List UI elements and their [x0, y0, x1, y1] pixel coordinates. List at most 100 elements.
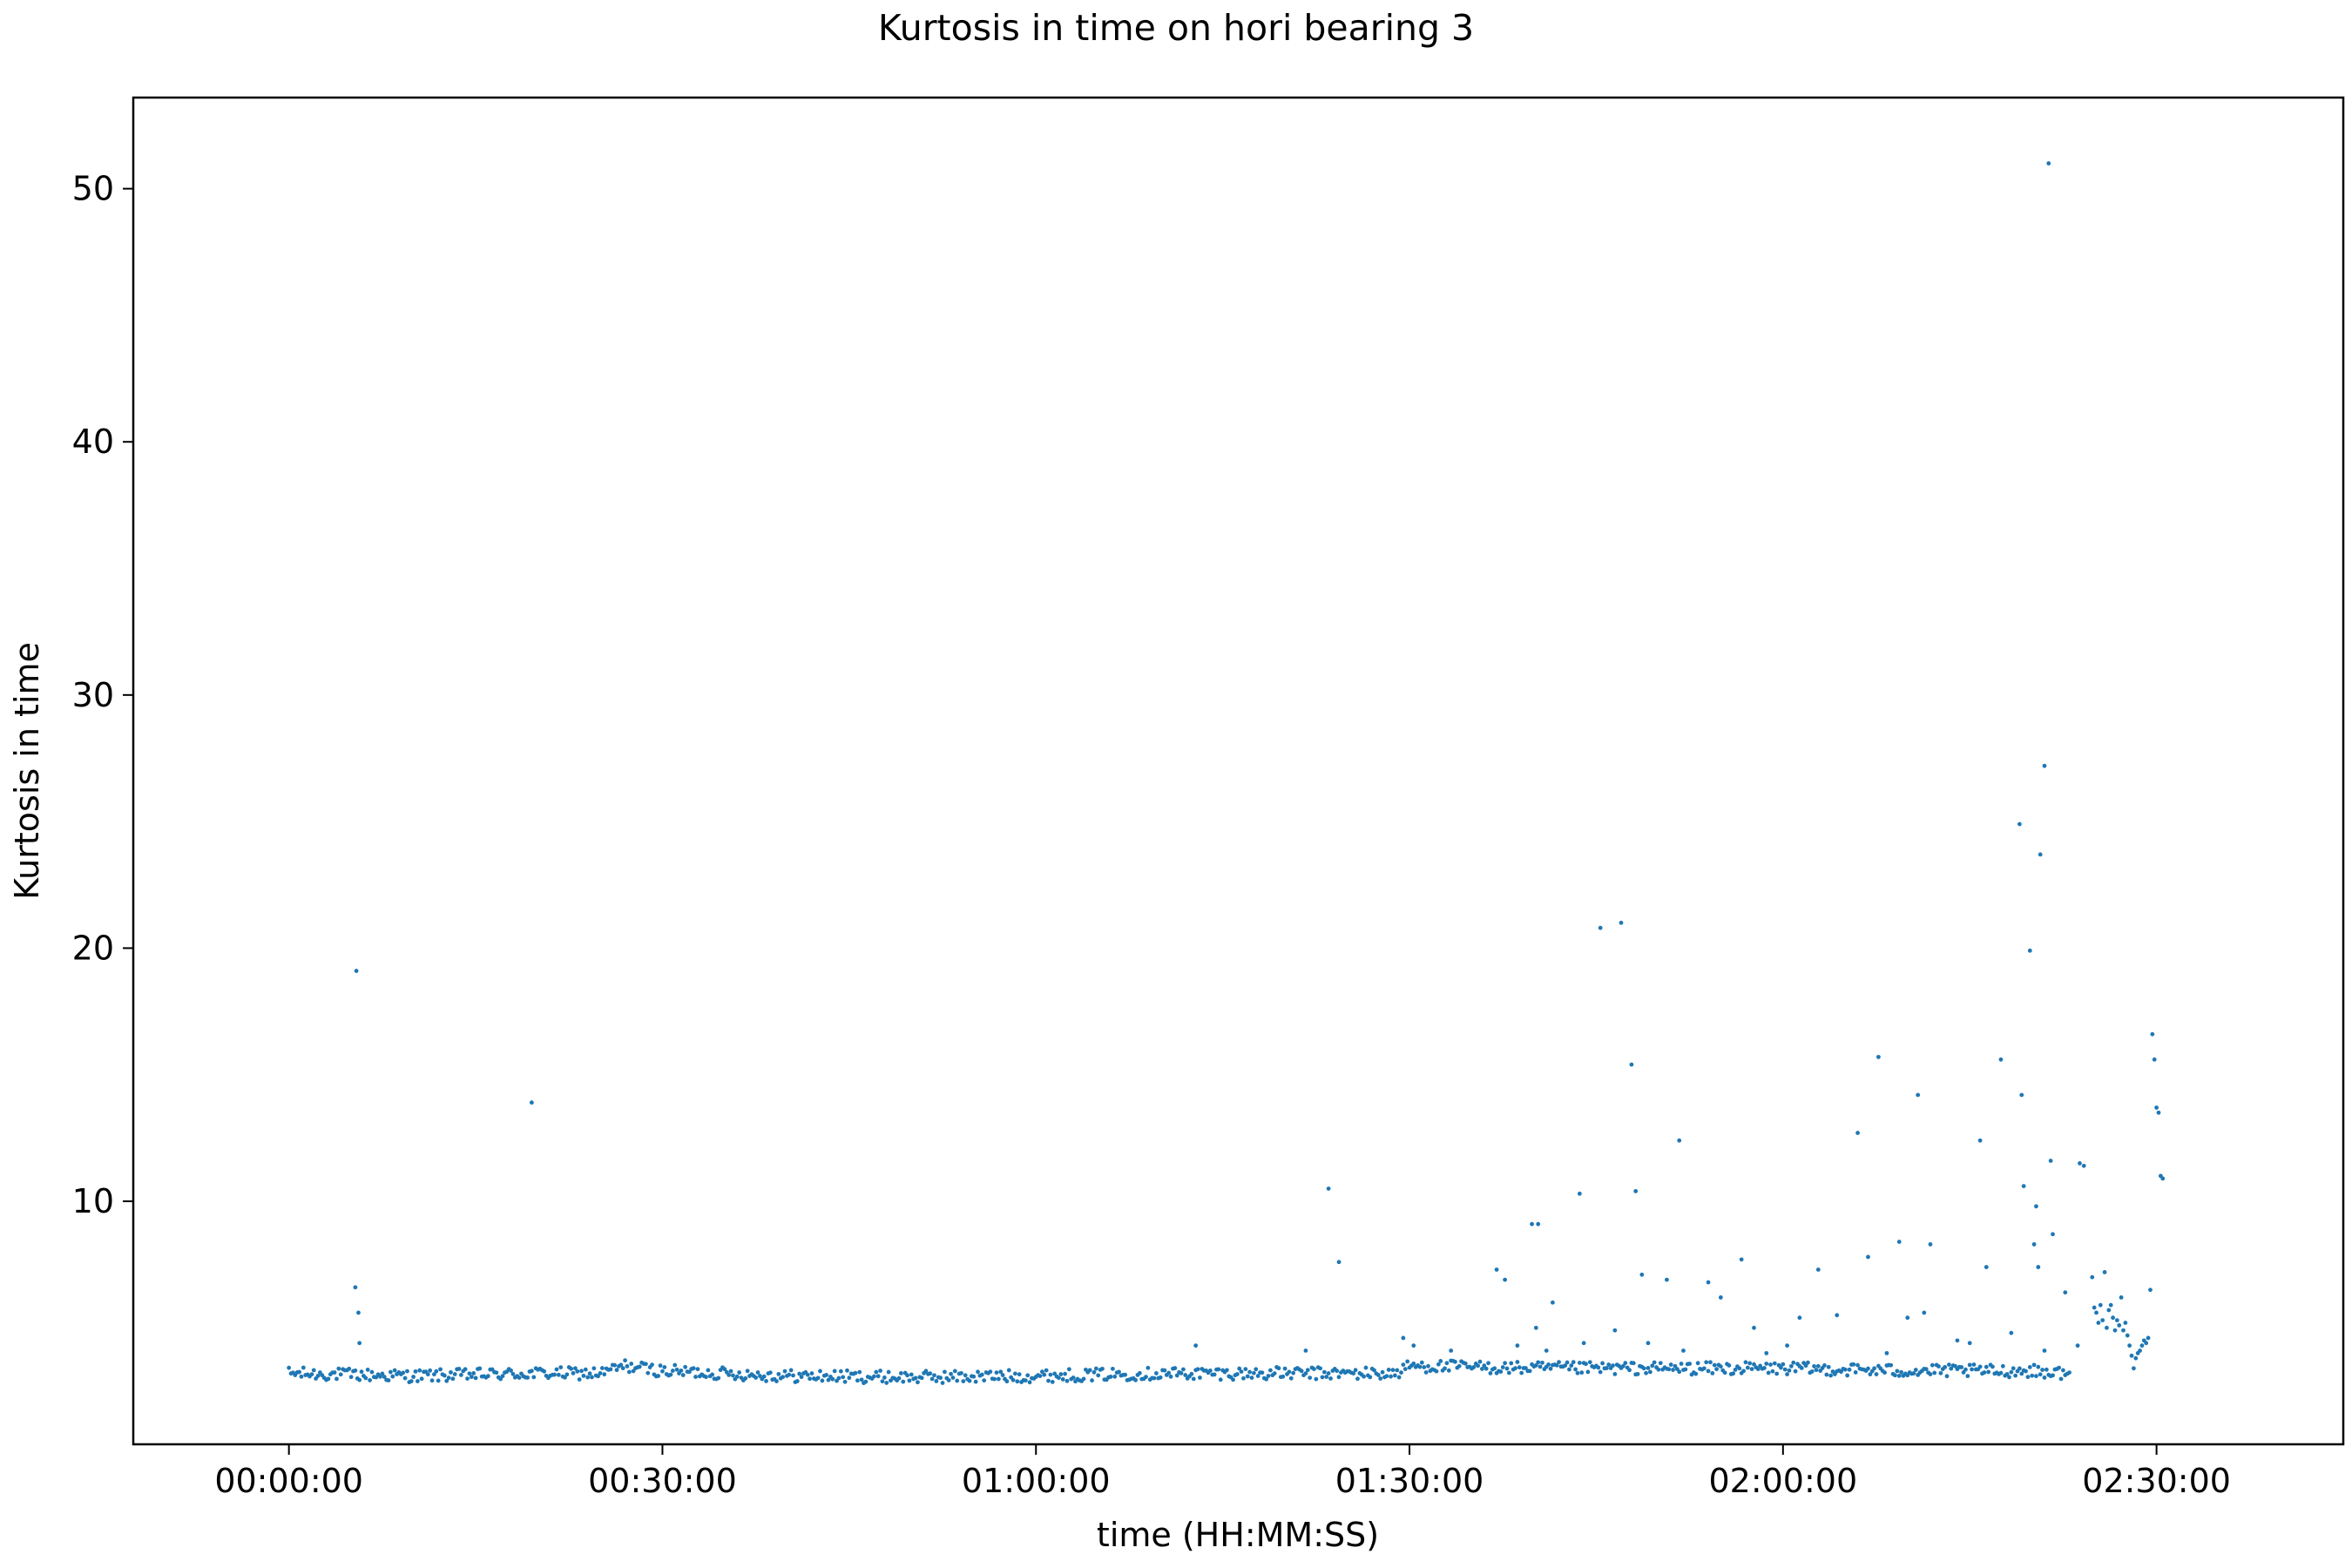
- data-point: [1443, 1366, 1447, 1371]
- data-point: [650, 1362, 654, 1368]
- data-point: [1212, 1372, 1217, 1377]
- data-point: [1173, 1366, 1178, 1370]
- data-point: [1584, 1362, 1588, 1367]
- data-point: [913, 1375, 918, 1381]
- data-point: [401, 1370, 406, 1375]
- data-point: [573, 1366, 578, 1371]
- data-point: [1868, 1372, 1873, 1377]
- data-point: [409, 1379, 414, 1383]
- data-point: [1681, 1348, 1686, 1353]
- data-point: [386, 1378, 391, 1382]
- data-point: [2013, 1373, 2018, 1378]
- data-point: [836, 1375, 841, 1381]
- data-point: [1351, 1371, 1356, 1375]
- data-point: [1515, 1343, 1520, 1348]
- data-point: [826, 1377, 831, 1382]
- data-point: [2051, 1373, 2055, 1378]
- data-point: [1260, 1370, 1265, 1375]
- data-point: [429, 1378, 435, 1383]
- data-point: [1764, 1350, 1769, 1355]
- data-point: [672, 1362, 678, 1368]
- data-point: [1179, 1371, 1184, 1375]
- data-point: [369, 1369, 375, 1375]
- data-point: [1635, 1371, 1640, 1376]
- data-point: [1781, 1362, 1786, 1367]
- data-point: [571, 1370, 576, 1375]
- data-point: [1504, 1366, 1510, 1371]
- data-point: [950, 1375, 956, 1380]
- data-point: [1144, 1375, 1148, 1380]
- data-point: [1620, 1363, 1625, 1369]
- data-point: [1396, 1375, 1402, 1380]
- data-point: [774, 1379, 779, 1383]
- data-point: [1913, 1368, 1918, 1372]
- data-point: [787, 1372, 792, 1377]
- data-point: [1247, 1369, 1252, 1375]
- data-point: [967, 1378, 972, 1383]
- data-point: [1791, 1360, 1796, 1365]
- data-point: [963, 1373, 968, 1378]
- data-point: [1577, 1361, 1582, 1365]
- data-point: [542, 1369, 547, 1374]
- data-point: [1060, 1377, 1065, 1382]
- data-point: [432, 1372, 436, 1377]
- data-point: [2111, 1315, 2115, 1321]
- data-point: [623, 1358, 627, 1363]
- data-point: [1752, 1362, 1756, 1367]
- data-point: [1774, 1371, 1780, 1376]
- data-point: [1554, 1362, 1559, 1368]
- data-point: [2100, 1318, 2105, 1323]
- data-point: [2019, 1371, 2024, 1376]
- data-point: [485, 1374, 490, 1379]
- x-tick-label: 00:30:00: [588, 1462, 737, 1500]
- data-point: [629, 1362, 634, 1366]
- data-point: [1399, 1370, 1403, 1375]
- data-point: [943, 1369, 947, 1375]
- data-point: [2024, 1369, 2028, 1374]
- data-point: [695, 1367, 700, 1372]
- data-point: [1090, 1378, 1094, 1383]
- data-point: [1815, 1267, 1821, 1272]
- data-point: [1336, 1260, 1342, 1265]
- data-point: [1434, 1369, 1439, 1374]
- data-point: [2027, 948, 2032, 953]
- data-point: [1198, 1375, 1202, 1380]
- data-point: [1152, 1375, 1157, 1381]
- data-point: [1557, 1360, 1561, 1365]
- data-point: [1100, 1366, 1105, 1371]
- data-point: [1251, 1370, 1256, 1375]
- data-point: [1123, 1372, 1128, 1377]
- data-point: [1949, 1366, 1954, 1371]
- data-point: [1938, 1370, 1943, 1375]
- data-point: [2144, 1341, 2149, 1346]
- data-point: [411, 1375, 416, 1379]
- data-point: [1644, 1370, 1648, 1375]
- data-point: [1799, 1366, 1804, 1370]
- data-point: [1893, 1373, 1897, 1378]
- data-point: [1237, 1366, 1242, 1371]
- data-point: [1519, 1370, 1524, 1375]
- x-tick-label: 02:30:00: [2082, 1462, 2231, 1500]
- data-point: [1446, 1368, 1451, 1373]
- data-point: [382, 1375, 387, 1379]
- data-point: [2092, 1305, 2097, 1310]
- data-point: [820, 1378, 825, 1383]
- data-point: [2031, 1362, 2037, 1368]
- data-point: [591, 1366, 597, 1371]
- data-point: [1255, 1374, 1260, 1378]
- data-point: [1793, 1369, 1798, 1374]
- data-point: [390, 1374, 395, 1379]
- data-point: [449, 1369, 453, 1375]
- data-point: [1936, 1364, 1941, 1369]
- plot-area: [133, 98, 2343, 1444]
- data-point: [392, 1368, 397, 1373]
- data-point: [2119, 1295, 2124, 1300]
- data-point: [1401, 1362, 1406, 1368]
- data-point: [1392, 1373, 1397, 1378]
- data-point: [2009, 1369, 2014, 1375]
- data-point: [1066, 1367, 1071, 1372]
- data-point: [2063, 1290, 2068, 1295]
- data-point: [1712, 1362, 1717, 1368]
- data-point: [1922, 1310, 1927, 1315]
- data-point: [1291, 1370, 1296, 1375]
